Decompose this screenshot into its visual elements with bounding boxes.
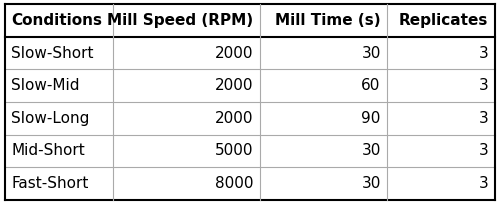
Text: Mill Time (s): Mill Time (s) (275, 13, 380, 28)
Text: Slow-Long: Slow-Long (12, 111, 90, 126)
Text: 30: 30 (362, 143, 380, 159)
Text: Conditions: Conditions (12, 13, 102, 28)
Text: 30: 30 (362, 45, 380, 61)
Text: 5000: 5000 (215, 143, 254, 159)
Text: Mill Speed (RPM): Mill Speed (RPM) (107, 13, 254, 28)
Text: 30: 30 (362, 176, 380, 191)
Text: 3: 3 (479, 143, 488, 159)
Text: 3: 3 (479, 111, 488, 126)
Text: Replicates: Replicates (399, 13, 488, 28)
Text: 3: 3 (479, 45, 488, 61)
Text: 2000: 2000 (215, 111, 254, 126)
Text: 3: 3 (479, 78, 488, 93)
Text: 3: 3 (479, 176, 488, 191)
Text: Mid-Short: Mid-Short (12, 143, 85, 159)
Text: Fast-Short: Fast-Short (12, 176, 89, 191)
Text: 8000: 8000 (215, 176, 254, 191)
Text: 2000: 2000 (215, 45, 254, 61)
Text: Slow-Mid: Slow-Mid (12, 78, 80, 93)
Text: 60: 60 (362, 78, 380, 93)
Text: 2000: 2000 (215, 78, 254, 93)
Text: Slow-Short: Slow-Short (12, 45, 94, 61)
Text: 90: 90 (362, 111, 380, 126)
